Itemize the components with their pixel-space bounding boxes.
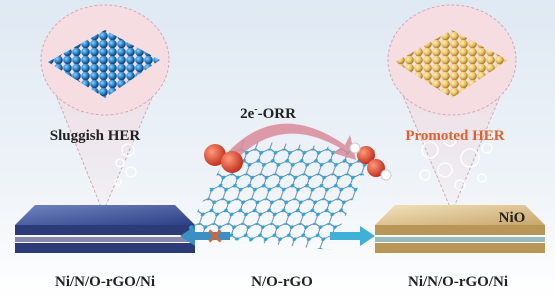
interlayer [375,237,545,242]
oxygen-molecule [221,151,243,173]
text: 2e [240,106,255,122]
text: -ORR [258,106,296,122]
electrode [15,205,195,225]
label: NiO [499,210,526,226]
label: Ni/N/O-rGO/Ni [55,274,155,290]
label: Sluggish HER [50,128,141,144]
label: Ni/N/O-rGO/Ni [408,274,508,290]
electrode [15,243,195,253]
electrode [375,243,545,253]
cross: × [206,224,224,249]
reaction-label: 2e--ORR [240,104,296,122]
electrode [15,225,195,235]
label: N/O-rGO [251,274,313,290]
illustration: × Sluggish HER Promoted HER 2e--ORR NiO … [0,0,555,298]
interlayer [15,237,195,242]
label: Promoted HER [405,128,504,144]
electrode [375,225,545,235]
